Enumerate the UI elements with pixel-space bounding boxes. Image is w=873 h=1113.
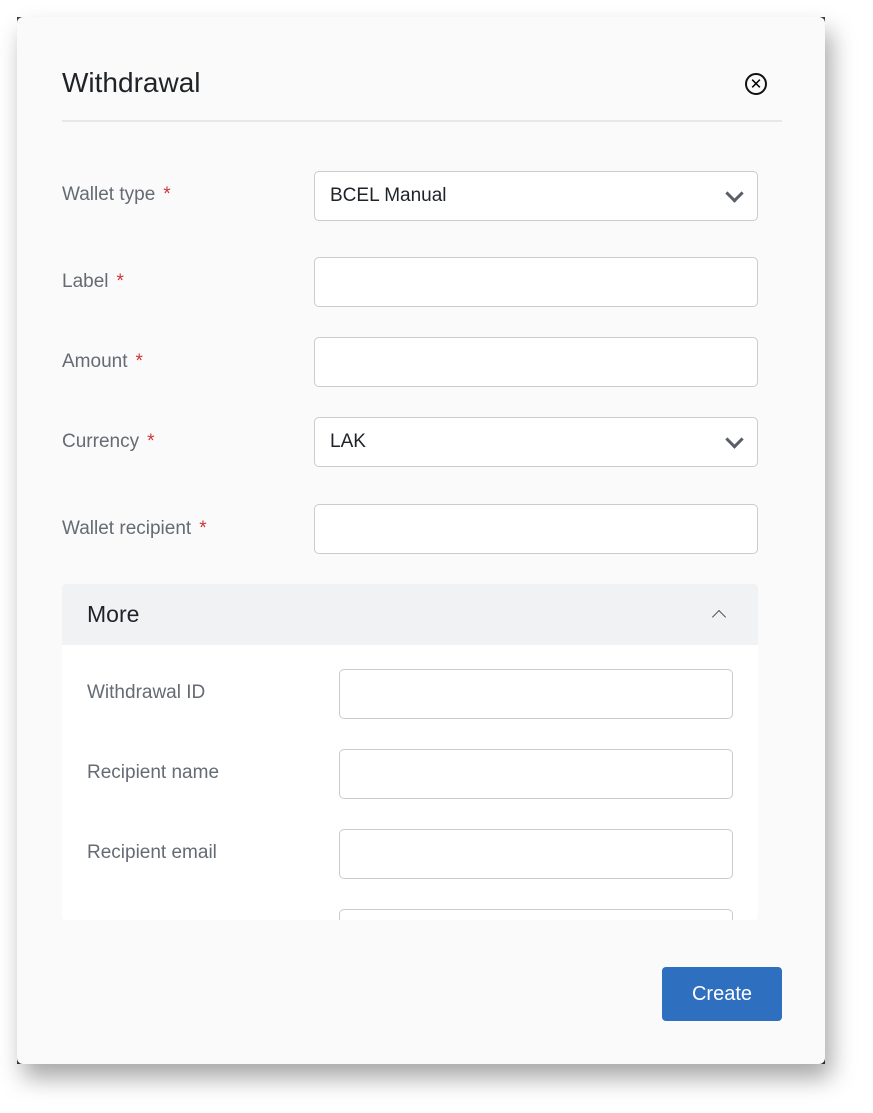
wallet-recipient-label: Wallet recipient * xyxy=(62,518,207,539)
label-input[interactable] xyxy=(314,257,758,307)
currency-select[interactable]: LAK xyxy=(314,417,758,467)
more-title: More xyxy=(87,601,140,627)
chevron-down-icon xyxy=(725,184,744,203)
close-icon[interactable]: ✕ xyxy=(745,73,767,95)
more-toggle[interactable]: More xyxy=(62,584,758,645)
chevron-up-icon xyxy=(711,609,727,625)
chevron-down-icon xyxy=(725,430,744,449)
modal-title: Withdrawal xyxy=(62,67,201,98)
withdrawal-id-label: Withdrawal ID xyxy=(87,682,206,703)
divider xyxy=(62,120,782,122)
create-button[interactable]: Create xyxy=(662,967,782,1021)
recipient-email-input[interactable] xyxy=(339,829,733,879)
amount-label: Amount * xyxy=(62,351,143,372)
withdrawal-id-input[interactable] xyxy=(339,669,733,719)
currency-value: LAK xyxy=(330,431,366,452)
recipient-email-label: Recipient email xyxy=(87,842,217,863)
next-field-input[interactable] xyxy=(339,909,733,920)
wallet-type-value: BCEL Manual xyxy=(330,185,447,206)
withdrawal-modal: Withdrawal ✕ Wallet type * BCEL Manual La… xyxy=(17,17,825,1064)
wallet-recipient-input[interactable] xyxy=(314,504,758,554)
more-section: More Withdrawal ID Recipient name Recipi… xyxy=(62,584,758,920)
currency-label: Currency * xyxy=(62,431,155,452)
wallet-type-label: Wallet type * xyxy=(62,184,171,205)
amount-input[interactable] xyxy=(314,337,758,387)
recipient-name-input[interactable] xyxy=(339,749,733,799)
label-label: Label * xyxy=(62,271,124,292)
wallet-type-select[interactable]: BCEL Manual xyxy=(314,171,758,221)
recipient-name-label: Recipient name xyxy=(87,762,220,783)
